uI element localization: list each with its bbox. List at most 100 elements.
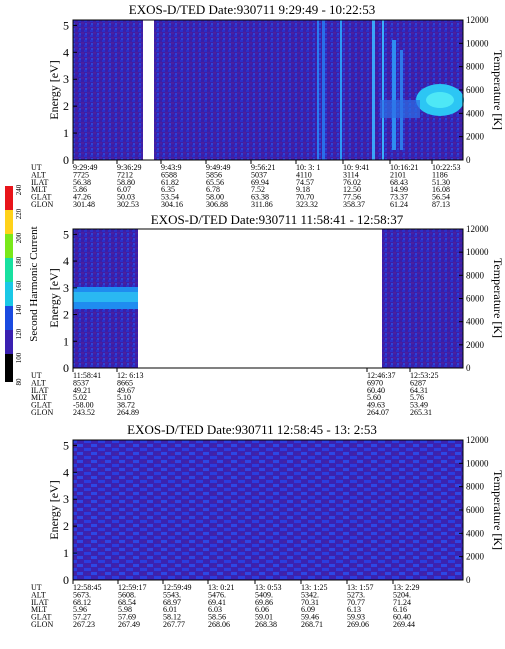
ephemeris-cell: 6.06 [255,605,269,614]
ephemeris-cell: 267.23 [73,620,95,629]
ephemeris-cell: 6.07 [117,185,131,194]
panel-3-ephemeris-table: UTALTILATMLTGLATGLON12:58:455673.68.125.… [31,580,419,629]
ephemeris-cell: 68.97 [163,598,181,607]
ephemeris-cell: 13: 0:21 [208,583,234,592]
ephemeris-row-label: MLT [31,185,47,194]
panel-2: EXOS-D/TED Date:930711 11:58:41 - 12:58:… [31,212,505,417]
colorbar-segment [5,306,13,330]
colorbar-segment [5,210,13,234]
ephemeris-cell: 68.54 [118,598,136,607]
colorbar-label: Second Harmonic Current [28,226,40,341]
ephemeris-cell: 64.31 [410,386,428,395]
ephemeris-cell: 11:58:41 [73,371,101,380]
panel-1-burst-line [372,20,375,160]
ephemeris-row-label: GLON [31,620,53,629]
ephemeris-cell: 68.43 [390,178,408,187]
y-tick-label: 5 [63,18,69,32]
y-tick-label: 5 [63,227,69,241]
panel-1-warm-band [380,100,420,118]
y-tick-label: 1 [63,126,69,140]
ephemeris-cell: 7212 [117,170,133,179]
ephemeris-cell: 12: 6:13 [117,371,143,380]
ephemeris-cell: 12.50 [343,185,361,194]
panel-2-plot-area-right [382,229,463,368]
ephemeris-cell: 5.10 [117,393,131,402]
panel-1-burst-line [382,20,384,160]
y-tick-label: 4 [63,465,69,479]
y-tick-label: 0 [63,573,69,587]
ephemeris-cell: 7.52 [251,185,265,194]
ephemeris-cell: 65.56 [206,178,224,187]
colorbar: 240 220 200 180 160 140 120 100 80 Second Harmon… [5,184,40,386]
y2-tick-label: 4000 [466,108,485,118]
y2-tick-label: 8000 [466,270,485,280]
ephemeris-cell: 69.94 [251,178,269,187]
ephemeris-cell: 304.16 [161,200,183,209]
ephemeris-cell: 5204. [393,590,411,599]
y2-tick-label: 8000 [466,62,485,72]
ephemeris-cell: 58.80 [117,178,135,187]
ephemeris-row-label: ALT [31,170,46,179]
colorbar-segment [5,186,13,210]
panel-3-y-ticks: 0 1 2 3 4 5 [63,438,77,587]
panel-1-burst-line [322,20,325,160]
colorbar-tick-label: 180 [15,256,23,267]
ephemeris-cell: 57.69 [118,613,136,622]
panel-3-y2label: Temperature [K] [491,470,505,550]
ephemeris-cell: 87.13 [432,200,450,209]
ephemeris-cell: 13: 1:25 [301,583,327,592]
panel-1: EXOS-D/TED Date:930711 9:29:49 - 10:22:5… [31,2,505,209]
ephemeris-cell: 301.48 [73,200,95,209]
ephemeris-cell: 2101 [390,170,406,179]
ephemeris-cell: 10: 9:41 [343,163,369,172]
ephemeris-cell: 264.07 [367,408,389,417]
ephemeris-row-label: MLT [31,605,47,614]
ephemeris-cell: 323.32 [296,200,318,209]
ephemeris-cell: 6970 [367,378,383,387]
ephemeris-cell: 265.31 [410,408,432,417]
ephemeris-cell: 57.27 [73,613,91,622]
y2-tick-label: 6000 [466,294,485,304]
y2-tick-label: 8000 [466,482,485,492]
ephemeris-row-label: MLT [31,393,47,402]
ephemeris-cell: 13: 2:29 [393,583,419,592]
panel-1-plot-area [73,20,463,160]
colorbar-tick-label: 240 [15,184,23,195]
ephemeris-cell: 269.44 [393,620,415,629]
panel-1-bursts [317,20,464,160]
ephemeris-cell: 49.67 [117,386,135,395]
ephemeris-cell: 6.03 [208,605,222,614]
ephemeris-cell: 14.99 [390,185,408,194]
ephemeris-row-label: GLAT [31,401,52,410]
y-tick-label: 4 [63,45,69,59]
ephemeris-cell: 5608. [118,590,136,599]
y-tick-label: 3 [63,492,69,506]
ephemeris-cell: 58.12 [163,613,181,622]
ephemeris-cell: 4110 [296,170,312,179]
y2-tick-label: 10000 [466,458,489,468]
y2-tick-label: 12000 [466,224,489,234]
panel-3-y2-ticks: 0 2000 4000 6000 8000 10000 12000 [459,435,489,585]
ephemeris-cell: 9:29:49 [73,163,97,172]
ephemeris-row-label: UT [31,163,42,172]
ephemeris-cell: 5856 [206,170,222,179]
ephemeris-cell: 8665 [117,378,133,387]
y-tick-label: 1 [63,334,69,348]
ephemeris-cell: 264.89 [117,408,139,417]
ephemeris-cell: 50.03 [117,193,135,202]
ephemeris-cell: 16.08 [432,185,450,194]
y2-tick-label: 4000 [466,528,485,538]
ephemeris-cell: 10:16:21 [390,163,418,172]
y-tick-label: 3 [63,72,69,86]
ephemeris-row-label: UT [31,371,42,380]
ephemeris-cell: 58.00 [206,193,224,202]
ephemeris-row-label: UT [31,583,42,592]
ephemeris-cell: 12:53:25 [410,371,438,380]
y2-tick-label: 2000 [466,340,485,350]
ephemeris-row-label: ALT [31,590,46,599]
ephemeris-cell: 53.54 [161,193,179,202]
ephemeris-cell: 9:36:29 [117,163,141,172]
ephemeris-cell: -58.00 [73,401,94,410]
ephemeris-cell: 61.82 [161,178,179,187]
